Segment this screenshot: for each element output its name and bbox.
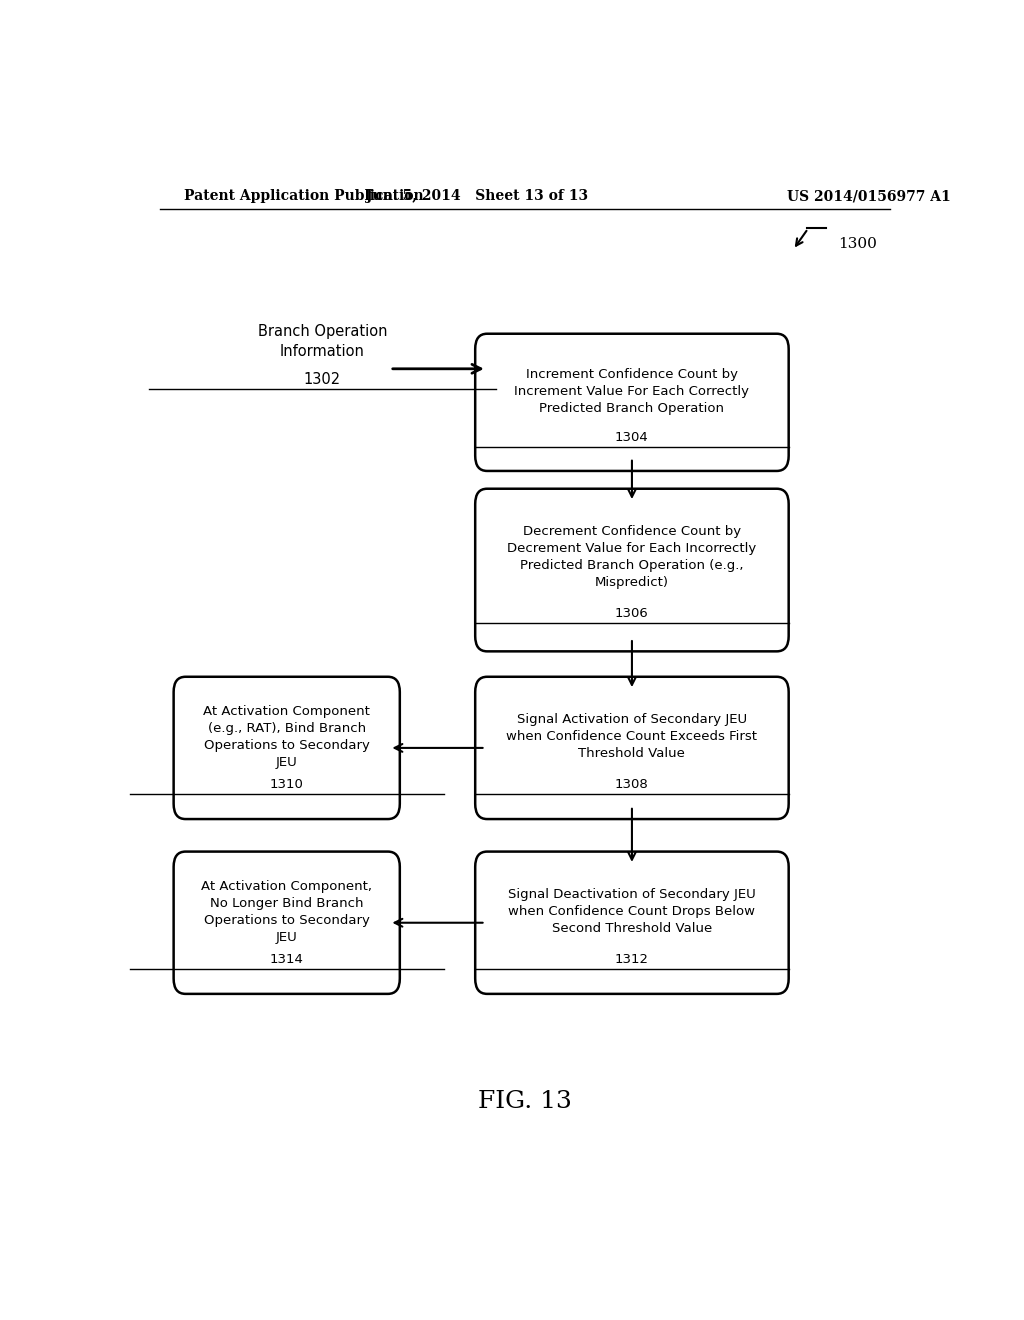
Text: 1312: 1312 <box>615 953 649 966</box>
Text: 1306: 1306 <box>615 607 649 620</box>
Text: 1304: 1304 <box>615 432 649 444</box>
Text: Signal Deactivation of Secondary JEU
when Confidence Count Drops Below
Second Th: Signal Deactivation of Secondary JEU whe… <box>508 888 756 935</box>
Text: Signal Activation of Secondary JEU
when Confidence Count Exceeds First
Threshold: Signal Activation of Secondary JEU when … <box>507 713 758 760</box>
Text: FIG. 13: FIG. 13 <box>478 1090 571 1113</box>
FancyBboxPatch shape <box>174 851 399 994</box>
Text: 1310: 1310 <box>269 779 304 791</box>
Text: 1314: 1314 <box>269 953 304 966</box>
Text: Increment Confidence Count by
Increment Value For Each Correctly
Predicted Branc: Increment Confidence Count by Increment … <box>514 368 750 416</box>
Text: 1302: 1302 <box>304 372 341 388</box>
Text: Branch Operation
Information: Branch Operation Information <box>258 323 387 359</box>
Text: Jun. 5, 2014   Sheet 13 of 13: Jun. 5, 2014 Sheet 13 of 13 <box>367 189 588 203</box>
Text: 1308: 1308 <box>615 779 649 791</box>
FancyBboxPatch shape <box>475 677 788 818</box>
Text: At Activation Component
(e.g., RAT), Bind Branch
Operations to Secondary
JEU: At Activation Component (e.g., RAT), Bin… <box>204 705 370 768</box>
Text: At Activation Component,
No Longer Bind Branch
Operations to Secondary
JEU: At Activation Component, No Longer Bind … <box>202 879 372 944</box>
FancyBboxPatch shape <box>174 677 399 818</box>
FancyBboxPatch shape <box>475 851 788 994</box>
Text: Patent Application Publication: Patent Application Publication <box>183 189 423 203</box>
Text: Decrement Confidence Count by
Decrement Value for Each Incorrectly
Predicted Bra: Decrement Confidence Count by Decrement … <box>507 525 757 589</box>
Text: US 2014/0156977 A1: US 2014/0156977 A1 <box>786 189 950 203</box>
Text: 1300: 1300 <box>839 236 878 251</box>
FancyBboxPatch shape <box>475 488 788 651</box>
FancyBboxPatch shape <box>475 334 788 471</box>
